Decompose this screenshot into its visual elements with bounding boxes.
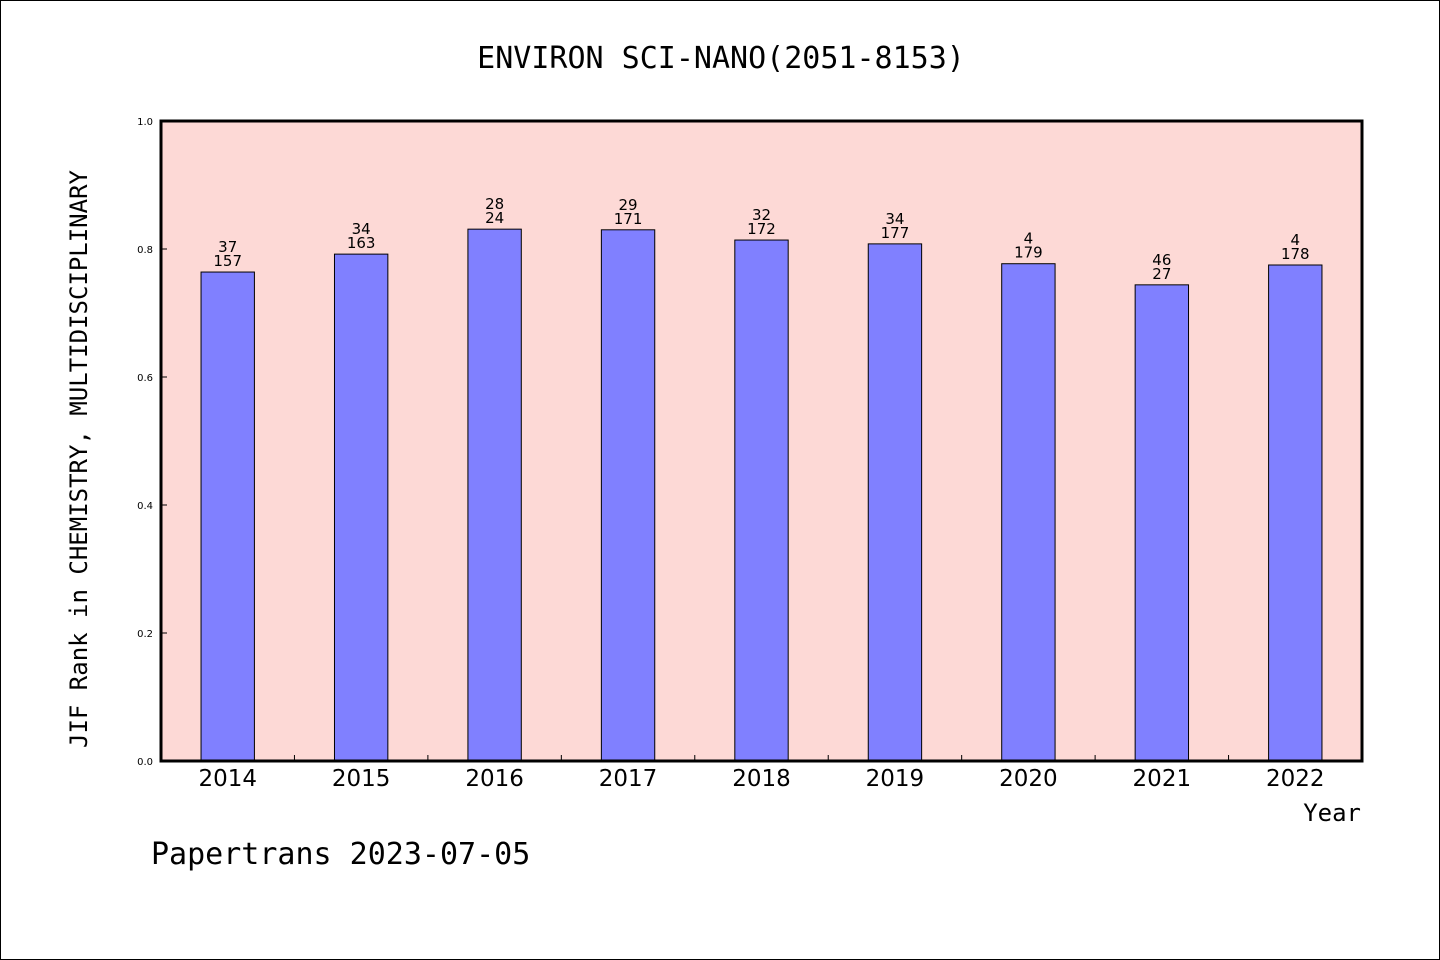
bar [734,239,789,762]
bar-total-label: 171 [614,210,643,228]
bar-total-label: 177 [881,224,910,242]
bar-rank-label: 46 [1152,251,1171,269]
y-tick-label: 0.4 [137,501,153,512]
x-tick-label: 2019 [866,766,925,792]
bar-rank-label: 37 [218,238,237,256]
x-axis: 2014 2015 2016 2017 2018 2019 2020 2021 2022 [198,755,1325,792]
x-tick-label: 2015 [332,766,391,792]
x-axis-label: Year [1303,799,1361,827]
x-tick-label: 2014 [198,766,257,792]
bar-rank-label: 34 [352,220,371,238]
y-axis-label: JIF Rank in CHEMISTRY, MULTIDISCIPLINARY [65,169,93,748]
bar-rank-label: 28 [485,195,504,213]
bar-total-label: 172 [747,220,776,238]
y-tick-label: 0.2 [137,629,153,640]
y-tick-label: 1.0 [137,117,153,128]
bar [467,228,522,762]
x-tick-label: 2021 [1133,766,1192,792]
bar [600,229,656,762]
x-tick-label: 2016 [465,766,524,792]
bar-rank-label: 32 [752,206,771,224]
bar [867,243,923,762]
bar-rank-label: 34 [885,210,904,228]
bar [200,271,255,762]
bar-total-label: 178 [1281,245,1310,263]
plot-border [159,119,1364,763]
x-tick-label: 2020 [999,766,1058,792]
y-tick-label: 0.6 [137,373,153,384]
bar [1134,284,1190,762]
bar-total-label: 27 [1152,265,1171,283]
y-tick-label: 0.0 [137,757,153,768]
x-tick-label: 2022 [1266,766,1325,792]
bar-rank-label: 4 [1024,230,1034,248]
bar-total-label: 163 [347,234,376,252]
bar-total-label: 179 [1014,244,1043,262]
y-tick-label: 0.8 [137,245,153,256]
bar [1001,263,1056,762]
bar-total-label: 157 [213,252,242,270]
bar [333,253,389,762]
bar-total-label: 24 [485,209,504,227]
x-tick-label: 2017 [599,766,658,792]
bar-rank-label: 29 [619,196,638,214]
x-tick-label: 2018 [732,766,791,792]
bar-rank-label: 4 [1291,231,1301,249]
bar [1268,264,1323,762]
footer-text: Papertrans 2023-07-05 [151,837,530,872]
chart-title: ENVIRON SCI-NANO(2051-8153) [477,41,965,76]
